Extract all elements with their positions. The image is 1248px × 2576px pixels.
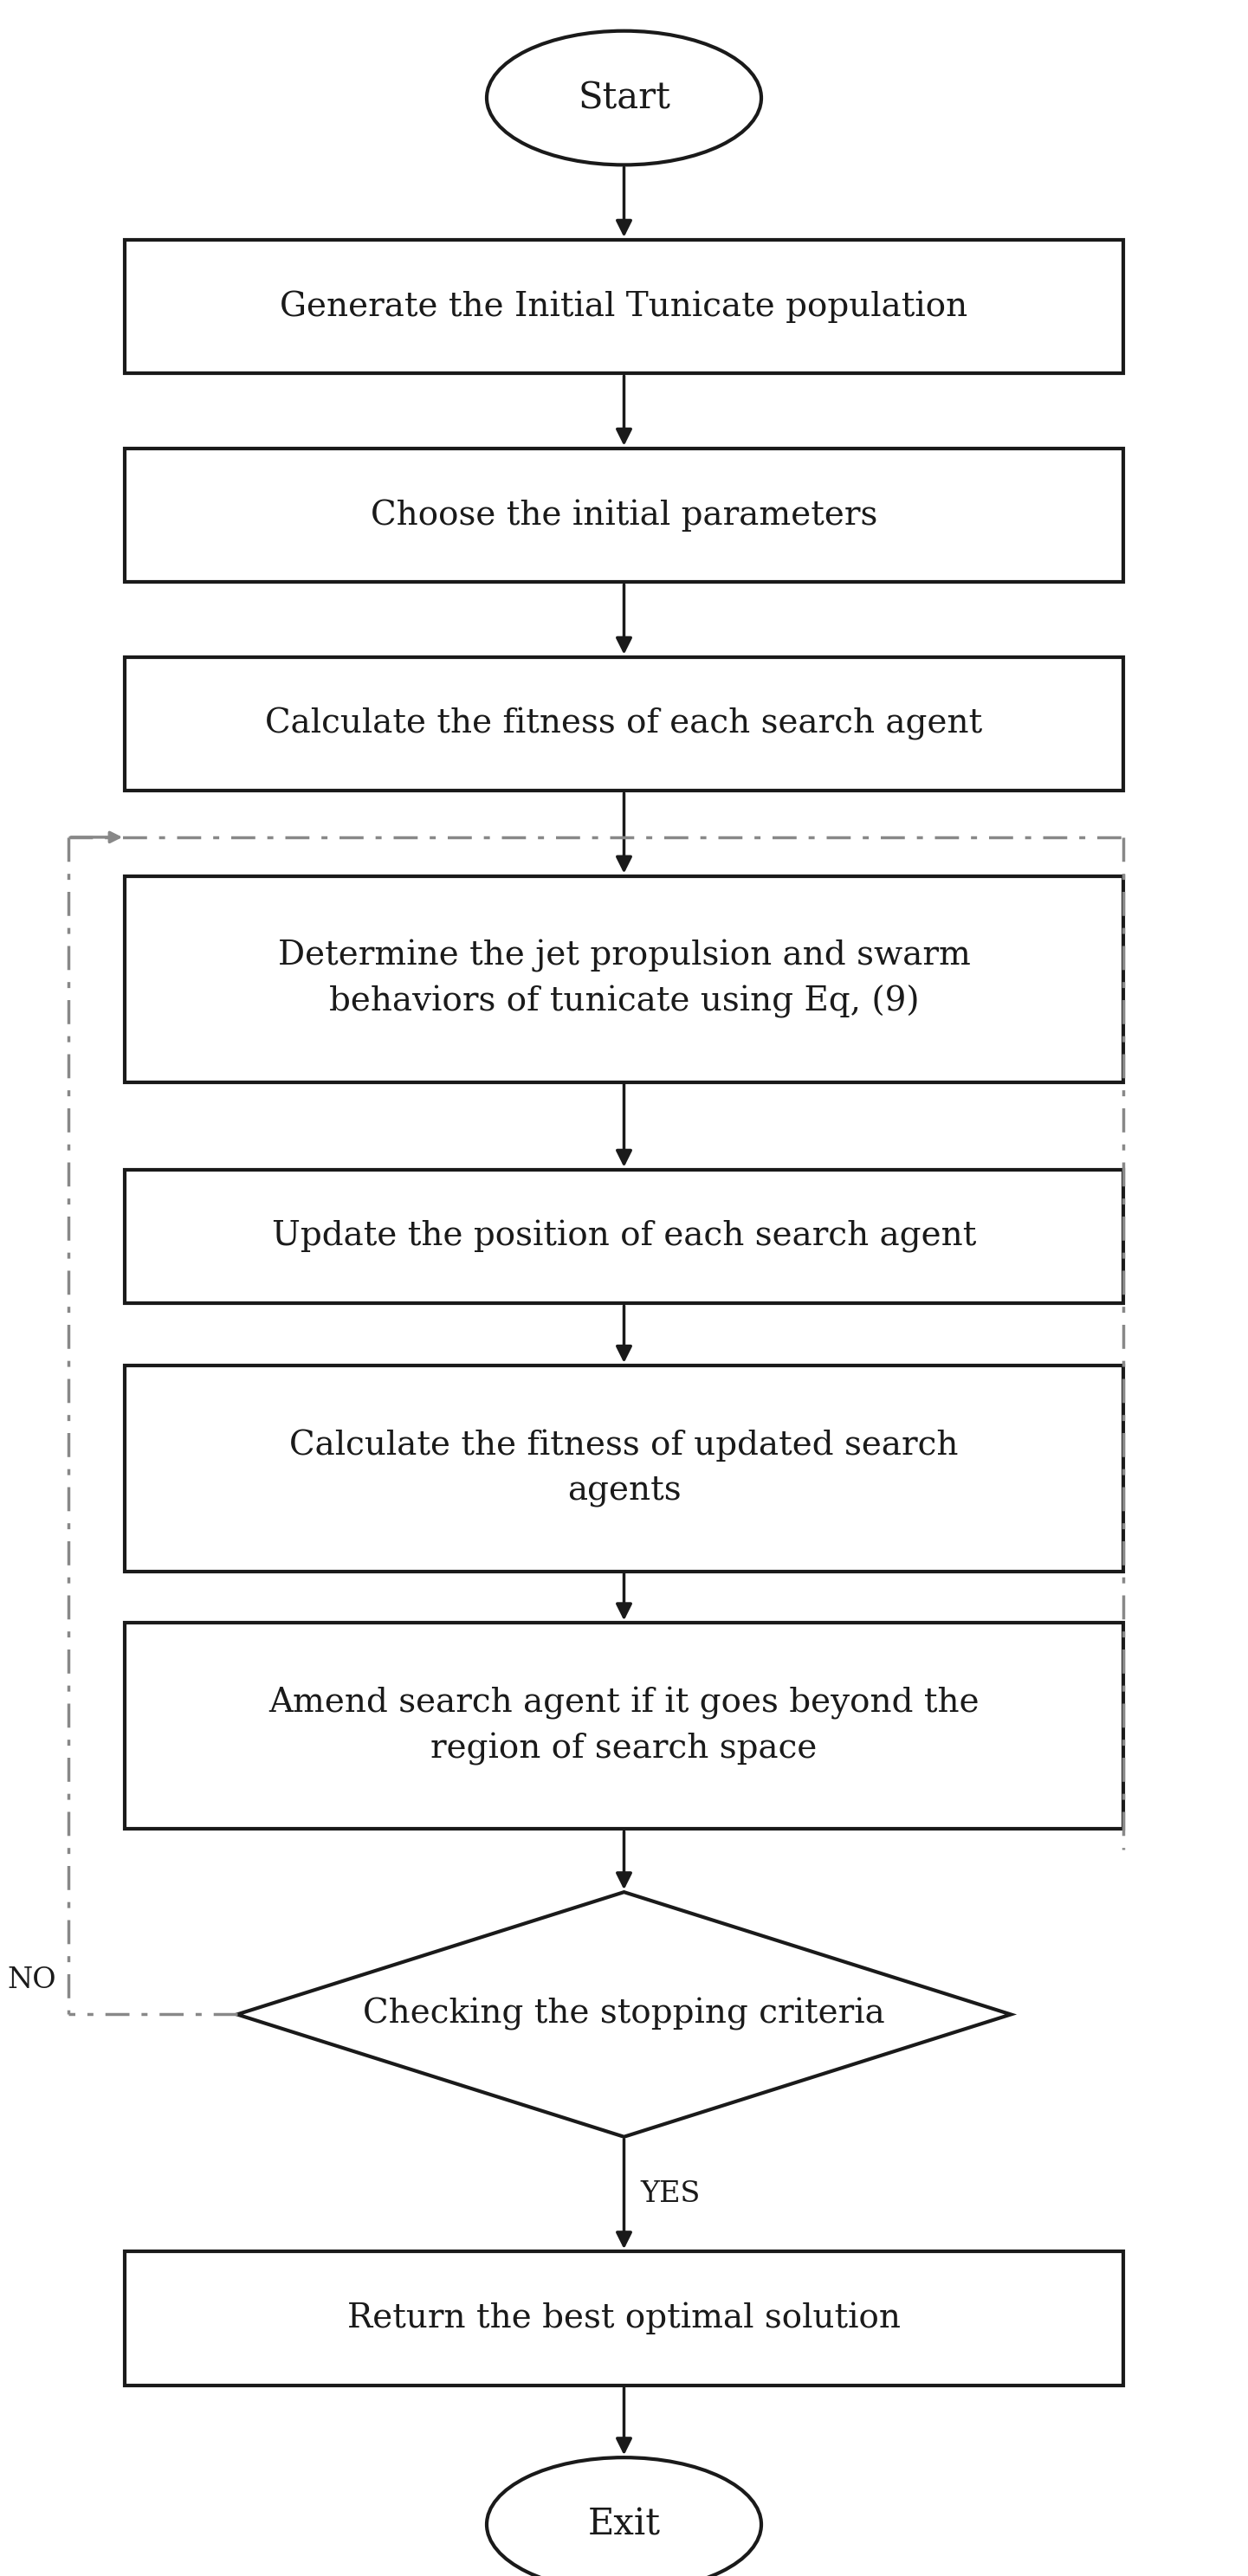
- Ellipse shape: [487, 2458, 761, 2576]
- Text: Update the position of each search agent: Update the position of each search agent: [272, 1221, 976, 1252]
- Text: Return the best optimal solution: Return the best optimal solution: [347, 2303, 901, 2334]
- Text: Exit: Exit: [588, 2506, 660, 2543]
- Text: Start: Start: [578, 80, 670, 116]
- Text: Amend search agent if it goes beyond the
region of search space: Amend search agent if it goes beyond the…: [268, 1687, 980, 1765]
- Text: Checking the stopping criteria: Checking the stopping criteria: [363, 1999, 885, 2030]
- Text: YES: YES: [640, 2179, 700, 2208]
- Text: Calculate the fitness of each search agent: Calculate the fitness of each search age…: [266, 708, 982, 739]
- Ellipse shape: [487, 31, 761, 165]
- FancyBboxPatch shape: [125, 876, 1123, 1082]
- Text: NO: NO: [7, 1965, 56, 1994]
- FancyBboxPatch shape: [125, 2251, 1123, 2385]
- Polygon shape: [237, 1891, 1011, 2138]
- Text: Generate the Initial Tunicate population: Generate the Initial Tunicate population: [280, 291, 968, 322]
- Text: Choose the initial parameters: Choose the initial parameters: [371, 500, 877, 531]
- Text: Calculate the fitness of updated search
agents: Calculate the fitness of updated search …: [290, 1430, 958, 1507]
- FancyBboxPatch shape: [125, 657, 1123, 791]
- FancyBboxPatch shape: [125, 448, 1123, 582]
- Text: Determine the jet propulsion and swarm
behaviors of tunicate using Eq, (9): Determine the jet propulsion and swarm b…: [277, 940, 971, 1018]
- FancyBboxPatch shape: [125, 240, 1123, 374]
- FancyBboxPatch shape: [125, 1170, 1123, 1303]
- FancyBboxPatch shape: [125, 1365, 1123, 1571]
- FancyBboxPatch shape: [125, 1623, 1123, 1829]
